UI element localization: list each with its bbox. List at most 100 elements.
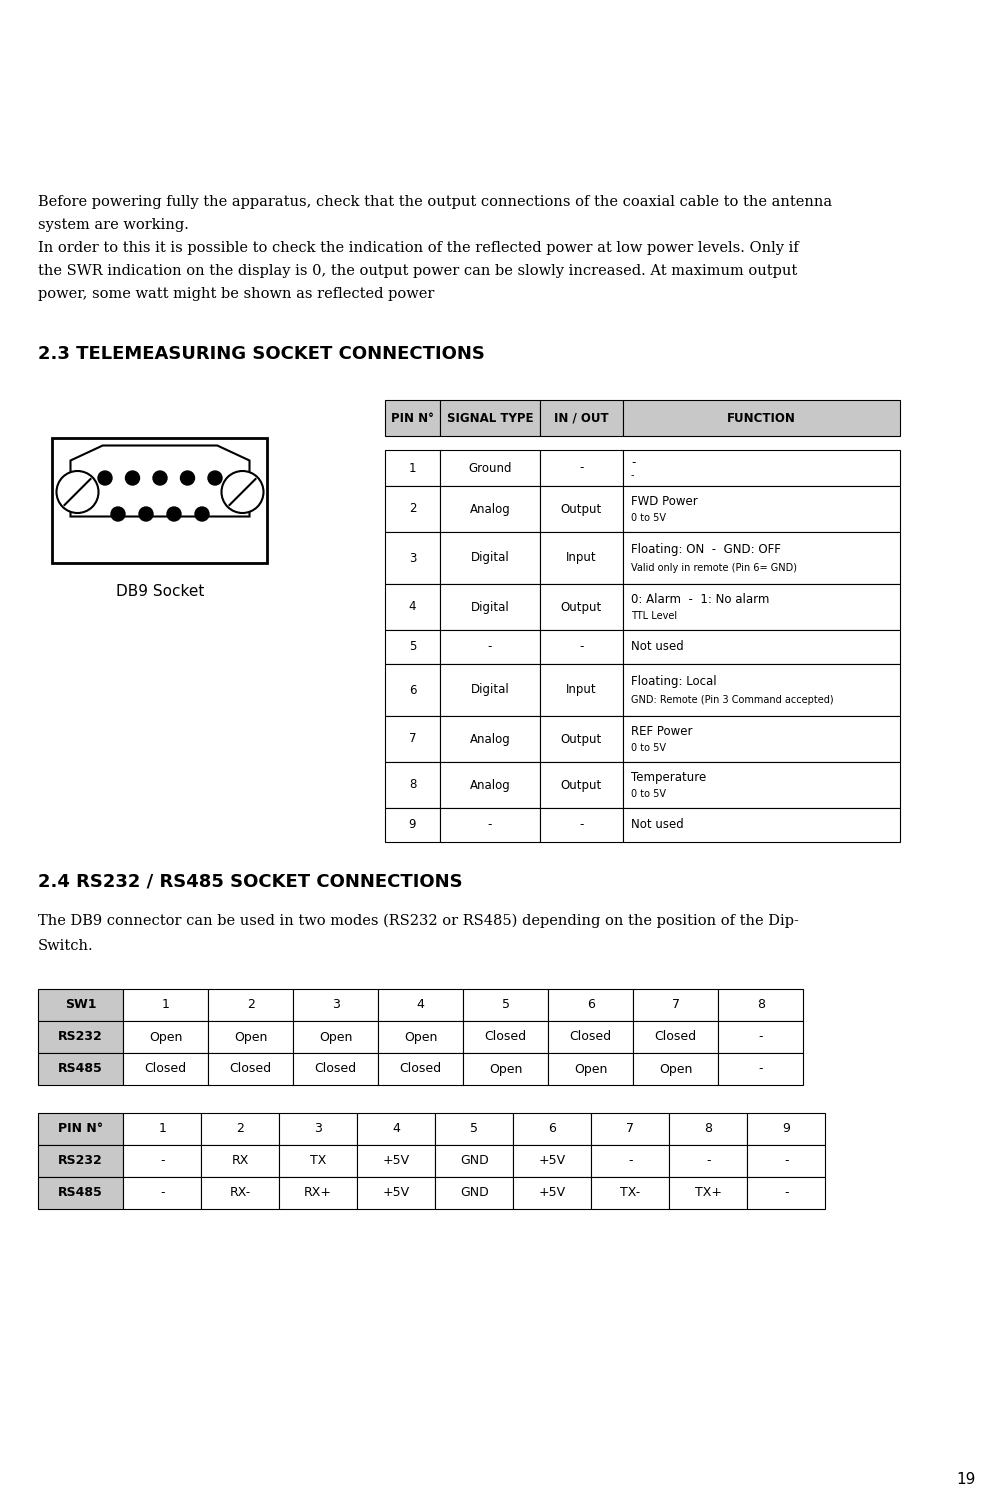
Text: 5: 5 [502,998,510,1012]
Bar [123,1021,208,1053]
Text: Closed: Closed [229,1063,272,1075]
Bar [592,1113,669,1145]
Bar [436,1113,513,1145]
Text: 7: 7 [626,1122,634,1136]
Text: Output: Output [561,502,603,516]
Text: Ground: Ground [468,461,512,475]
Bar [540,400,623,436]
Text: -: - [759,1030,763,1044]
Text: 6: 6 [408,683,416,697]
Bar [357,1145,436,1178]
Bar [623,716,900,762]
Bar [440,762,540,808]
Text: 9: 9 [408,819,416,831]
Text: Not used: Not used [631,641,684,653]
Text: Open: Open [659,1063,692,1075]
Text: TX-: TX- [620,1187,641,1199]
Text: the SWR indication on the display is 0, the output power can be slowly increased: the SWR indication on the display is 0, … [38,264,798,277]
Bar [38,1145,123,1178]
Text: Closed: Closed [655,1030,697,1044]
Text: 4: 4 [392,1122,400,1136]
Bar [513,1178,592,1209]
Bar [38,1178,123,1209]
Bar [440,486,540,532]
Bar [440,808,540,841]
Bar [440,630,540,664]
Text: GND: Remote (Pin 3 Command accepted): GND: Remote (Pin 3 Command accepted) [631,695,834,706]
Bar [123,1178,201,1209]
Bar [38,989,123,1021]
Text: Before powering fully the apparatus, check that the output connections of the co: Before powering fully the apparatus, che… [38,195,832,210]
Bar [385,716,440,762]
Text: RX+: RX+ [304,1187,332,1199]
Text: Closed: Closed [145,1063,187,1075]
Text: 2: 2 [236,1122,244,1136]
Bar [201,1113,280,1145]
Text: Open: Open [574,1063,608,1075]
Text: +5V: +5V [538,1187,565,1199]
Bar [385,584,440,630]
Text: Valid only in remote (Pin 6= GND): Valid only in remote (Pin 6= GND) [631,564,797,573]
Bar [540,584,623,630]
Text: +5V: +5V [382,1187,409,1199]
Bar [385,400,440,436]
Text: 3: 3 [408,552,416,564]
Text: RS485: RS485 [58,1063,103,1075]
Bar [378,1021,463,1053]
Bar [123,1053,208,1084]
Text: Closed: Closed [399,1063,442,1075]
Text: -: - [488,641,492,653]
Text: 1: 1 [158,1122,166,1136]
Text: -: - [160,1155,164,1167]
Text: Floating: Local: Floating: Local [631,676,716,688]
Text: 19: 19 [957,1472,976,1487]
Bar [623,630,900,664]
Bar [592,1145,669,1178]
Bar [540,486,623,532]
Bar [540,449,623,486]
Text: -: - [628,1155,633,1167]
Text: The DB9 connector can be used in two modes (RS232 or RS485) depending on the pos: The DB9 connector can be used in two mod… [38,914,799,929]
Bar [623,664,900,716]
Text: Closed: Closed [485,1030,527,1044]
Text: RS485: RS485 [58,1187,103,1199]
Text: -: - [579,641,583,653]
Bar [623,400,900,436]
Bar [463,1021,548,1053]
Bar [385,664,440,716]
Bar [357,1178,436,1209]
Bar [592,1178,669,1209]
Text: PIN N°: PIN N° [58,1122,104,1136]
Text: TX+: TX+ [695,1187,721,1199]
Bar [633,1053,718,1084]
Text: 6: 6 [586,998,595,1012]
Bar [540,716,623,762]
Bar [440,532,540,584]
Text: 4: 4 [416,998,425,1012]
Bar [540,762,623,808]
Bar [669,1178,747,1209]
Bar [123,989,208,1021]
Text: Open: Open [234,1030,268,1044]
Text: Input: Input [566,683,597,697]
Text: GND: GND [460,1155,489,1167]
Bar [385,630,440,664]
Text: TX: TX [310,1155,326,1167]
Bar [293,1021,378,1053]
Text: 0 to 5V: 0 to 5V [631,513,666,523]
Bar [623,532,900,584]
Bar [38,1053,123,1084]
Bar [633,989,718,1021]
Bar [623,584,900,630]
Text: 4: 4 [408,600,416,614]
Text: -: - [631,470,635,480]
Bar [623,762,900,808]
Text: 8: 8 [704,1122,712,1136]
Bar [747,1178,825,1209]
Bar [669,1113,747,1145]
Text: -: - [160,1187,164,1199]
Bar [463,989,548,1021]
Bar [718,1053,803,1084]
Circle shape [180,470,194,486]
Text: Floating: ON  -  GND: OFF: Floating: ON - GND: OFF [631,543,781,556]
